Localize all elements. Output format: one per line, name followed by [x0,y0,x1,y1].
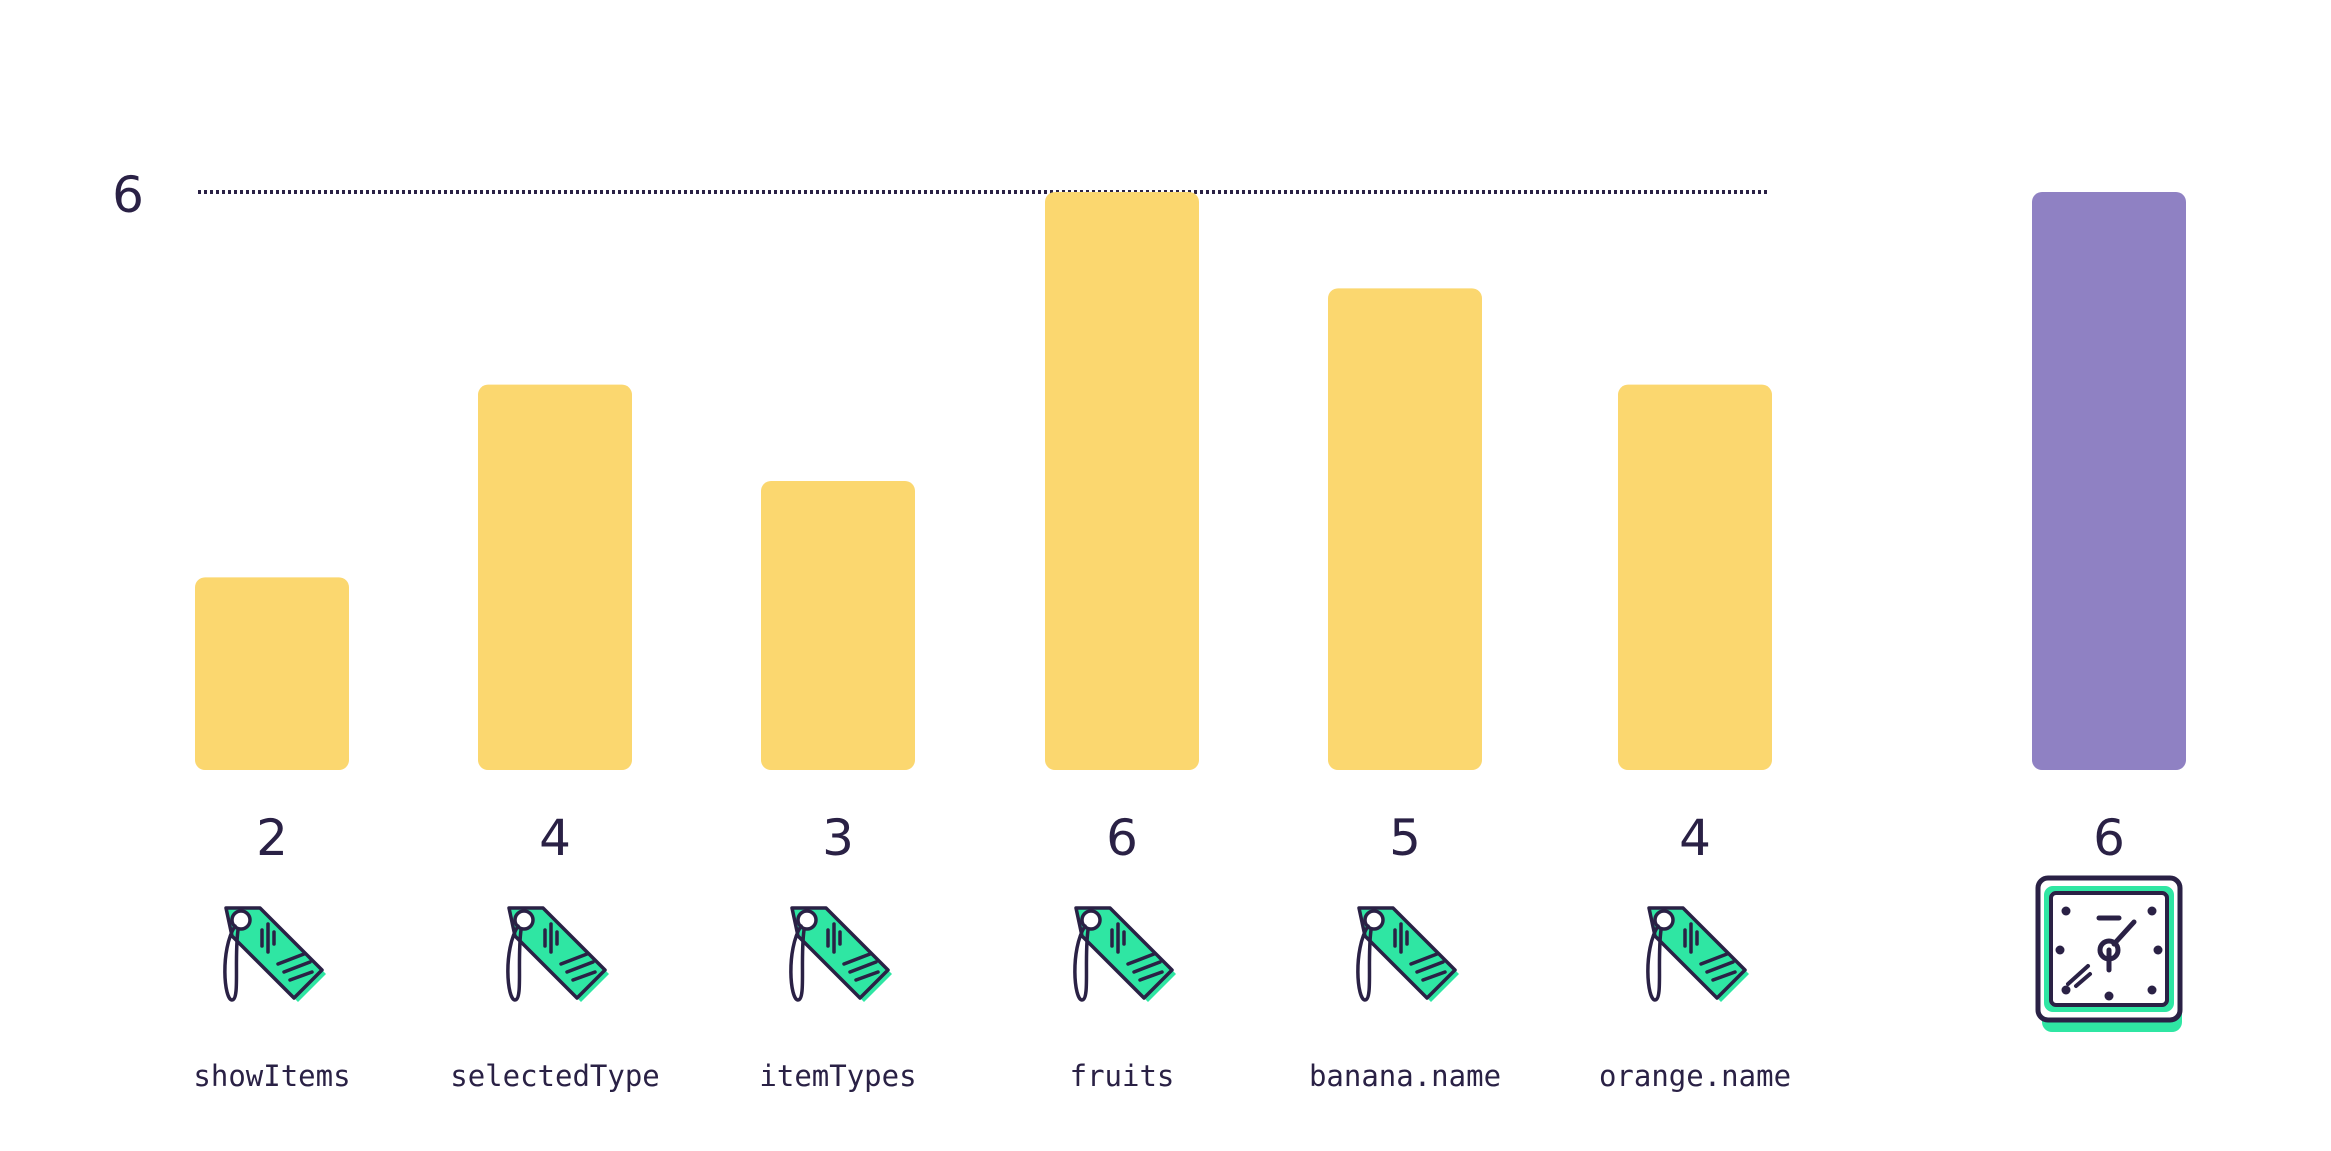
value-label-orange.name: 4 [1679,809,1711,867]
category-label-selectedType: selectedType [450,1059,660,1093]
bar-orange.name [1618,384,1772,770]
category-label-orange.name: orange.name [1599,1059,1791,1093]
total-bar [2032,192,2186,770]
category-label-fruits: fruits [1070,1059,1175,1093]
value-label-fruits: 6 [1106,809,1138,867]
bar-fruits [1045,192,1199,770]
price-tag-icon [1356,906,1461,1004]
value-label-showItems: 2 [256,809,288,867]
bar-itemTypes [761,481,915,770]
value-label-selectedType: 4 [539,809,571,867]
total-value-label: 6 [2093,809,2125,867]
price-tag-icon [506,906,611,1004]
bar-showItems [195,577,349,770]
max-value-label: 6 [112,166,144,224]
clock-icon [2038,878,2182,1032]
category-icons [223,906,1751,1004]
price-tag-icon [789,906,894,1004]
category-label-showItems: showItems [193,1059,350,1093]
price-tag-icon [1646,906,1751,1004]
category-label-itemTypes: itemTypes [759,1059,916,1093]
category-labels: showItems selectedType itemTypes fruits bana… [193,1059,1791,1093]
category-label-banana.name: banana.name [1309,1059,1501,1093]
value-label-banana.name: 5 [1389,809,1421,867]
bars [195,192,1772,770]
value-labels: 2 4 3 6 5 4 [256,809,1711,867]
price-tag-icon [223,906,328,1004]
price-tag-icon [1073,906,1178,1004]
bar-selectedType [478,384,632,770]
value-label-itemTypes: 3 [822,809,854,867]
bar-banana.name [1328,288,1482,770]
